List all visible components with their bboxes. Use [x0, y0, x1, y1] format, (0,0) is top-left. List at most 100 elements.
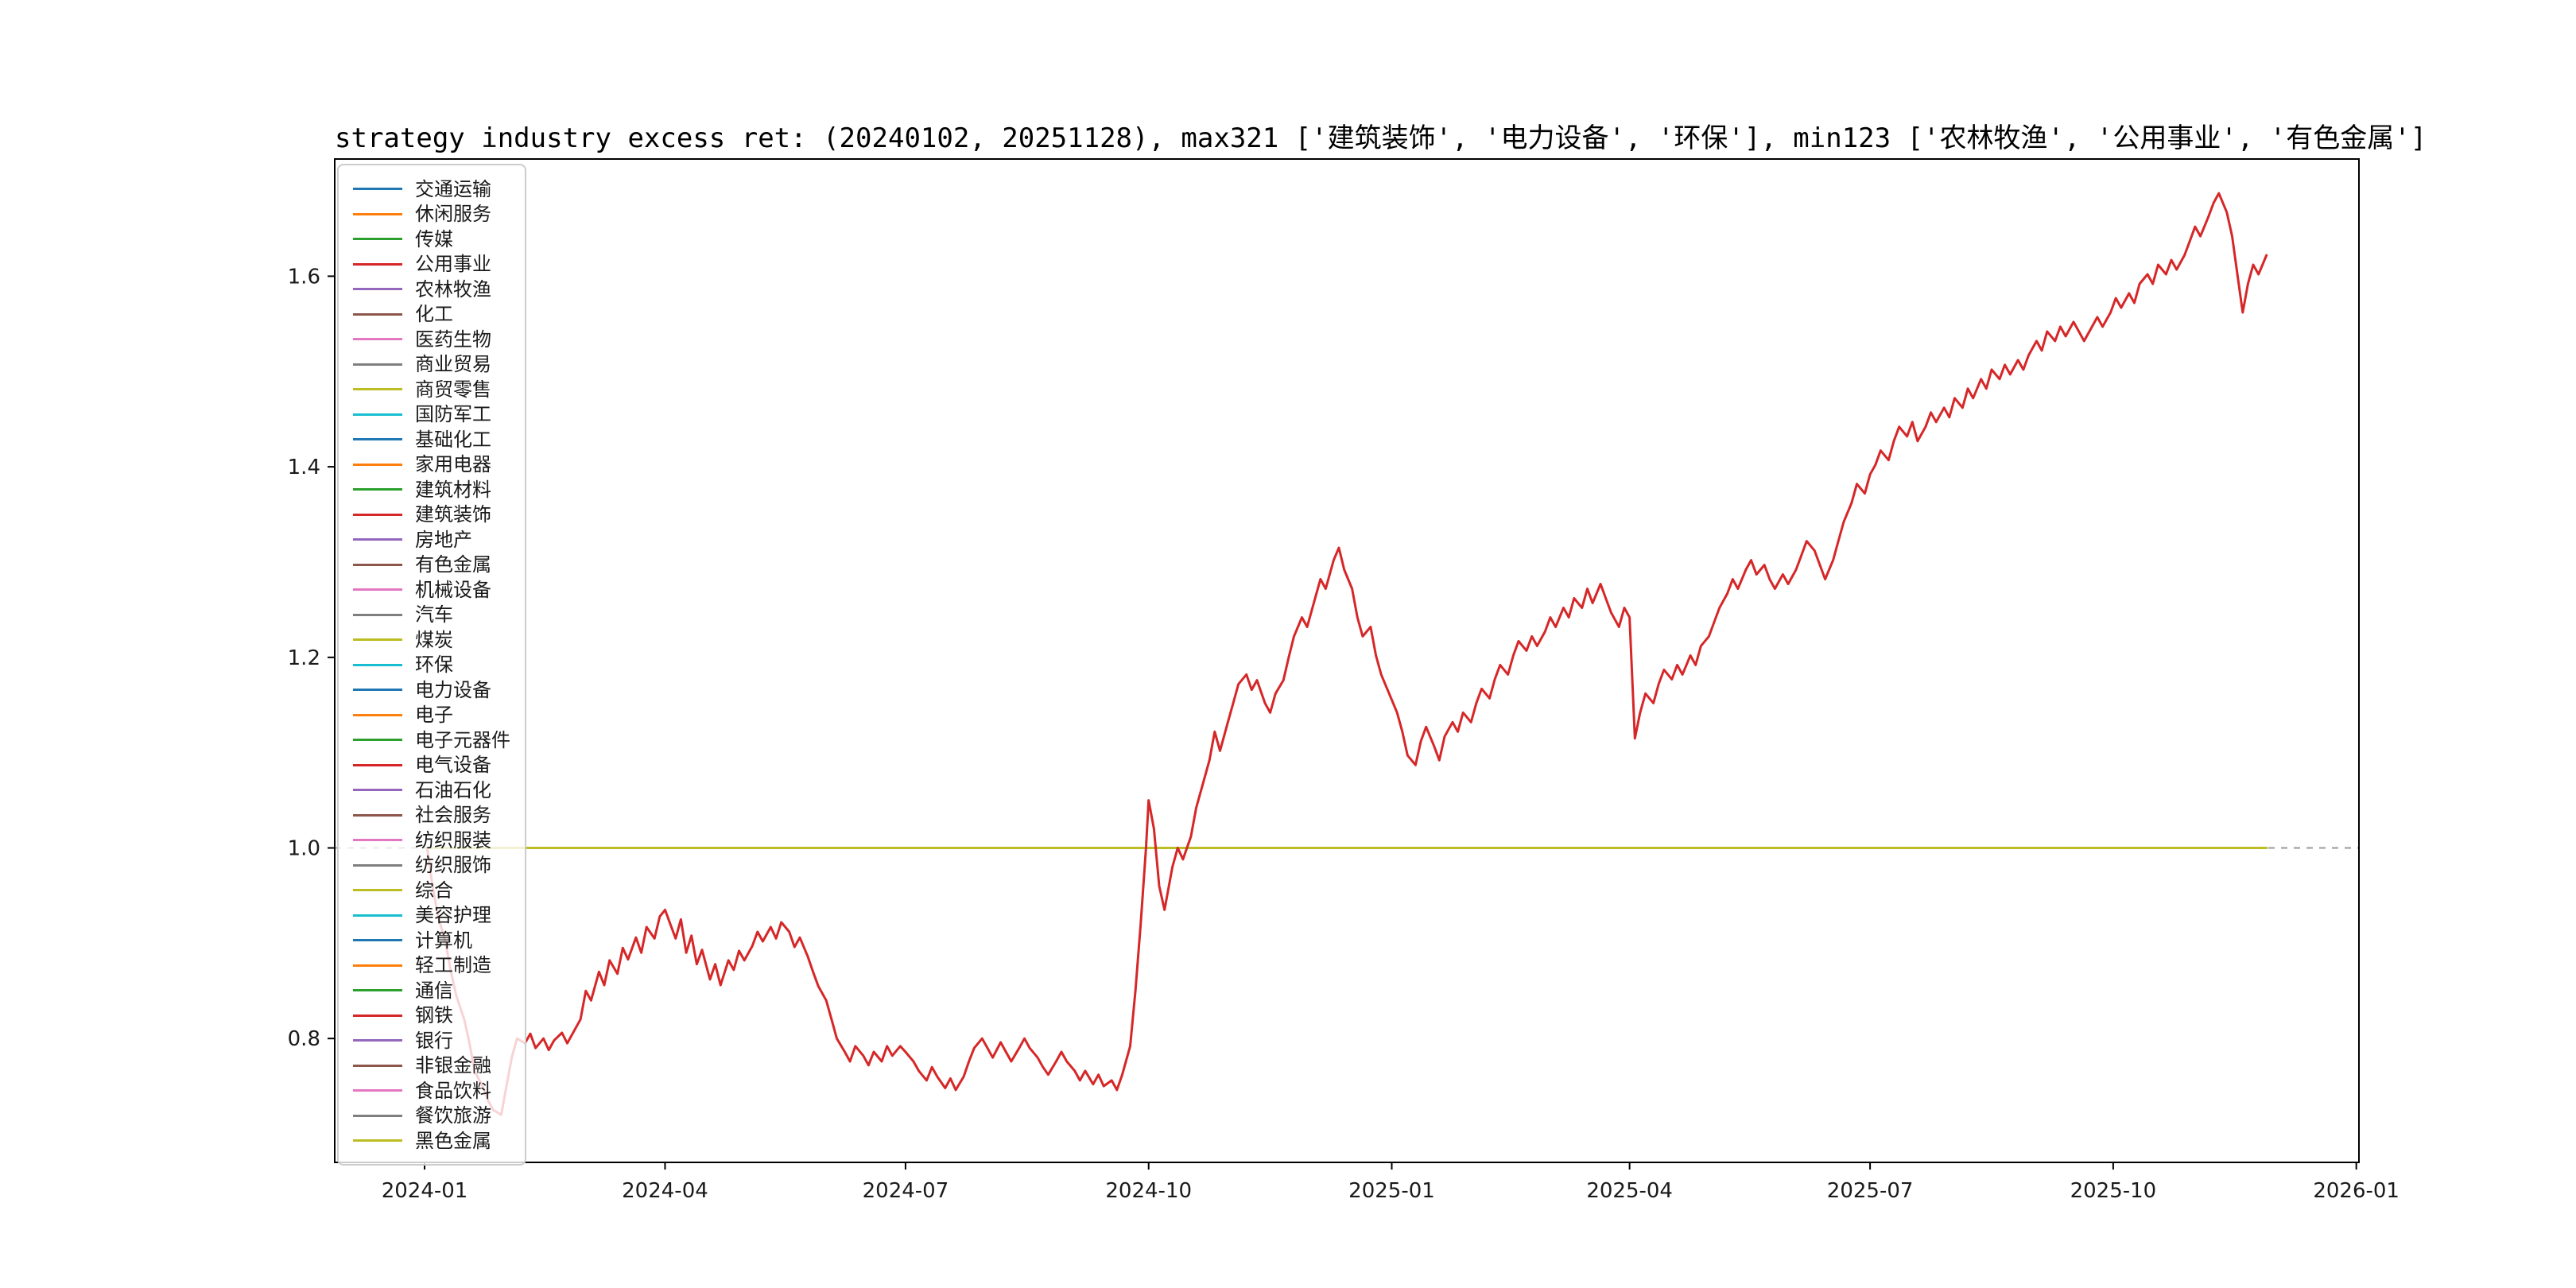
legend-item-label: 食品饮料	[415, 1079, 491, 1102]
legend-item: 计算机	[353, 929, 510, 952]
legend-line-sample	[353, 914, 402, 917]
legend-item-label: 医药生物	[415, 328, 491, 351]
legend-item-label: 综合	[415, 879, 453, 902]
legend-line-sample	[353, 989, 402, 991]
legend-item-label: 化工	[415, 303, 453, 325]
y-tick-label: 0.8	[288, 1027, 320, 1051]
legend-line-sample	[353, 438, 402, 440]
legend-line-sample	[353, 1089, 402, 1092]
legend-line-sample	[353, 212, 402, 215]
legend-item-label: 商贸零售	[415, 378, 491, 401]
legend-line-sample	[353, 638, 402, 641]
x-tick-label: 2024-04	[622, 1179, 708, 1203]
legend-line-sample	[353, 288, 402, 290]
legend-item-label: 国防军工	[415, 403, 491, 425]
legend-item-label: 煤炭	[415, 628, 453, 651]
legend-line-sample	[353, 763, 402, 766]
legend-item-label: 纺织服饰	[415, 854, 491, 876]
legend-line-sample	[353, 262, 402, 266]
legend-item: 轻工制造	[353, 954, 510, 976]
legend-item-label: 建筑材料	[415, 478, 491, 501]
legend-item-label: 银行	[415, 1029, 453, 1052]
legend-line-sample	[353, 863, 402, 867]
legend-item-label: 电力设备	[415, 678, 491, 701]
legend-line-sample	[353, 413, 402, 416]
y-tick-label: 1.6	[288, 265, 320, 289]
legend-item: 餐饮旅游	[353, 1104, 510, 1127]
series-line-strategy-cumulative-excess-return	[425, 192, 2268, 1116]
legend-item: 非银金融	[353, 1054, 510, 1077]
legend-line-sample	[353, 588, 402, 591]
legend-item: 汽车	[353, 603, 510, 626]
legend-line-sample	[353, 689, 402, 691]
legend-line-sample	[353, 1139, 402, 1142]
legend-item: 环保	[353, 654, 510, 676]
y-tick-label: 1.2	[288, 646, 320, 670]
legend-line-sample	[353, 513, 402, 516]
legend-line-sample	[353, 563, 402, 566]
legend-item-label: 农林牧渔	[415, 277, 491, 301]
legend-line-sample	[353, 338, 402, 340]
legend-item: 石油石化	[353, 779, 510, 801]
legend-item: 房地产	[353, 529, 510, 551]
legend-item-label: 电子	[415, 704, 453, 726]
legend-item-label: 建筑装饰	[415, 503, 491, 526]
x-tick-label: 2024-07	[863, 1179, 949, 1203]
legend-item-label: 轻工制造	[415, 954, 491, 976]
legend-line-sample	[353, 363, 402, 366]
legend-item-label: 有色金属	[415, 553, 491, 576]
legend-line-sample	[353, 813, 402, 817]
legend-item-label: 房地产	[415, 528, 472, 551]
legend-item: 休闲服务	[353, 203, 510, 225]
legend-item: 纺织服装	[353, 829, 510, 852]
legend-item-label: 餐饮旅游	[415, 1104, 491, 1127]
legend-line-sample	[353, 463, 402, 466]
legend-item: 传媒	[353, 228, 510, 250]
legend-item: 通信	[353, 980, 510, 1002]
legend-item: 钢铁	[353, 1004, 510, 1026]
legend-line-sample	[353, 939, 402, 941]
legend-item-label: 休闲服务	[415, 203, 491, 225]
x-tick-label: 2024-10	[1105, 1179, 1192, 1203]
legend-item: 基础化工	[353, 429, 510, 451]
x-tick-label: 2025-01	[1348, 1179, 1435, 1203]
legend-line-sample	[353, 1064, 402, 1067]
legend-line-sample	[353, 388, 402, 390]
legend-item: 医药生物	[353, 328, 510, 351]
legend-line-sample	[353, 613, 402, 616]
legend-item-label: 非银金融	[415, 1054, 491, 1077]
legend-item-label: 纺织服装	[415, 828, 491, 852]
x-tick-label: 2025-04	[1586, 1179, 1673, 1203]
x-tick-label: 2026-01	[2313, 1179, 2399, 1203]
legend-item: 食品饮料	[353, 1080, 510, 1102]
legend-item-label: 家用电器	[415, 453, 491, 475]
legend-item-label: 传媒	[415, 227, 453, 250]
legend-line-sample	[353, 238, 402, 240]
legend-item: 有色金属	[353, 553, 510, 576]
legend-item-label: 黑色金属	[415, 1129, 491, 1152]
x-tick-label: 2025-10	[2070, 1179, 2157, 1203]
x-tick-label: 2024-01	[382, 1179, 468, 1203]
legend-item-label: 通信	[415, 979, 453, 1002]
legend-line-sample	[353, 538, 402, 541]
legend-line-sample	[353, 964, 402, 967]
chart-title: strategy industry excess ret: (20240102,…	[335, 122, 2427, 154]
legend-item: 社会服务	[353, 804, 510, 826]
legend-item-label: 商业贸易	[415, 353, 491, 375]
legend-line-sample	[353, 789, 402, 791]
legend-item: 黑色金属	[353, 1130, 510, 1152]
legend-item: 美容护理	[353, 904, 510, 926]
legend-item: 化工	[353, 303, 510, 325]
legend-item: 建筑装饰	[353, 503, 510, 526]
legend-item-label: 交通运输	[415, 177, 491, 200]
legend-item: 电子元器件	[353, 729, 510, 751]
x-tick-label: 2025-07	[1827, 1179, 1914, 1203]
legend-line-sample	[353, 1014, 402, 1017]
legend-line-sample	[353, 739, 402, 741]
legend-line-sample	[353, 1039, 402, 1042]
legend-item: 电力设备	[353, 679, 510, 701]
legend-item: 国防军工	[353, 403, 510, 425]
legend-line-sample	[353, 839, 402, 841]
